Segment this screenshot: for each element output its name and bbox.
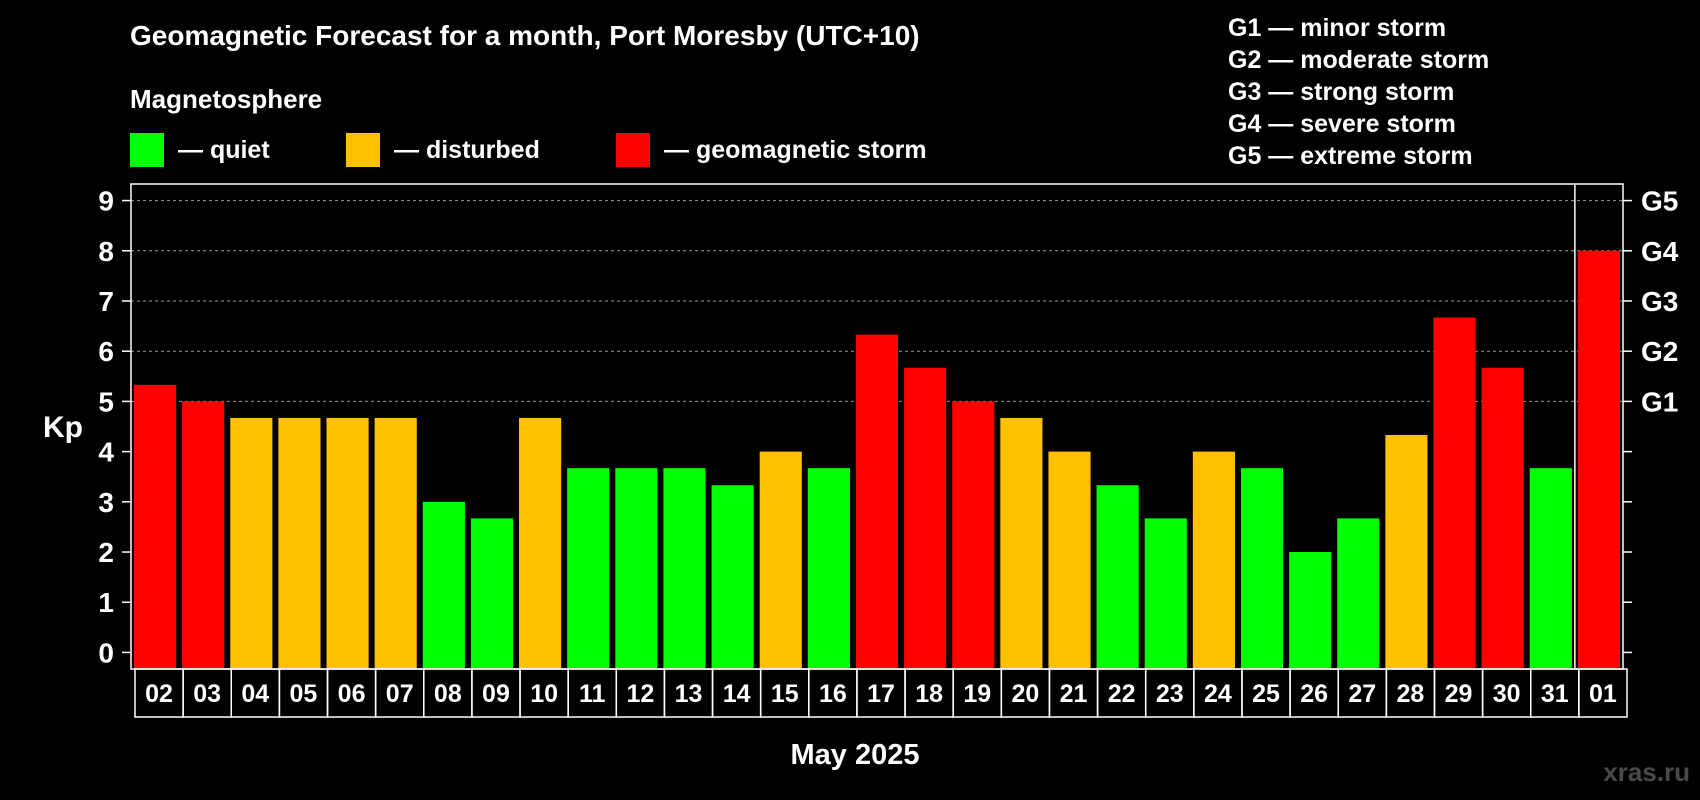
bar-02 — [134, 384, 177, 669]
g-scale-list: G1 — minor storm G2 — moderate storm G3 … — [1228, 12, 1489, 172]
g-axis-label-G3: G3 — [1641, 286, 1678, 317]
chart-title: Geomagnetic Forecast for a month, Port M… — [130, 20, 920, 51]
x-tick-label-26: 26 — [1300, 680, 1328, 708]
x-axis-title: May 2025 — [791, 739, 920, 771]
x-tick-label-20: 20 — [1011, 680, 1039, 708]
bar-31 — [1529, 468, 1572, 669]
legend-label-storm: — geomagnetic storm — [664, 135, 927, 164]
x-tick-label-13: 13 — [675, 680, 703, 708]
g-scale-item-g3: G3 — strong storm — [1228, 78, 1455, 106]
legend-swatch-disturbed — [346, 133, 380, 167]
bar-04 — [230, 417, 273, 669]
x-tick-label-23: 23 — [1156, 680, 1184, 708]
x-tick-label-29: 29 — [1445, 680, 1473, 708]
x-tick-label-30: 30 — [1493, 680, 1521, 708]
x-tick-label-09: 09 — [482, 680, 510, 708]
x-tick-label-24: 24 — [1204, 680, 1232, 708]
x-category-box-01 — [1578, 668, 1628, 718]
x-tick-label-18: 18 — [915, 680, 943, 708]
x-tick-label-21: 21 — [1060, 680, 1088, 708]
g-scale-item-g4: G4 — severe storm — [1228, 110, 1456, 138]
legend-swatch-storm — [616, 133, 650, 167]
legend-swatch-quiet — [130, 133, 164, 167]
y-tick-label-6: 6 — [98, 336, 114, 367]
x-tick-label-31: 31 — [1541, 680, 1569, 708]
g-scale-item-g2: G2 — moderate storm — [1228, 46, 1490, 74]
g-axis-label-G5: G5 — [1641, 186, 1678, 217]
y-tick-label-1: 1 — [98, 587, 114, 618]
bar-08 — [422, 501, 465, 669]
x-tick-label-08: 08 — [434, 680, 462, 708]
bar-22 — [1096, 485, 1139, 669]
x-tick-label-04: 04 — [241, 680, 269, 708]
bar-14 — [711, 485, 754, 669]
x-tick-label-11: 11 — [579, 680, 606, 708]
bar-28 — [1385, 435, 1428, 669]
bar-06 — [326, 417, 369, 669]
x-tick-label-14: 14 — [723, 680, 751, 708]
bar-10 — [519, 417, 562, 669]
x-tick-label-25: 25 — [1252, 680, 1280, 708]
g-axis-label-G2: G2 — [1641, 336, 1678, 367]
bar-21 — [1048, 451, 1091, 669]
y-tick-label-2: 2 — [98, 537, 114, 568]
bar-05 — [278, 417, 321, 669]
x-tick-label-16: 16 — [819, 680, 847, 708]
y-tick-label-8: 8 — [98, 236, 114, 267]
bar-20 — [1000, 417, 1043, 669]
x-tick-label-03: 03 — [193, 680, 221, 708]
y-tick-label-3: 3 — [98, 487, 114, 518]
legend-label-disturbed: — disturbed — [394, 135, 540, 164]
bar-01 — [1577, 250, 1620, 669]
bar-24 — [1192, 451, 1235, 669]
bar-23 — [1144, 518, 1187, 669]
y-tick-label-0: 0 — [98, 637, 114, 668]
bar-07 — [374, 417, 417, 669]
x-tick-label-05: 05 — [290, 680, 318, 708]
bar-19 — [952, 401, 995, 669]
x-tick-label-15: 15 — [771, 680, 799, 708]
g-scale-item-g5: G5 — extreme storm — [1228, 142, 1473, 170]
x-tick-label-12: 12 — [626, 680, 654, 708]
x-tick-label-27: 27 — [1348, 680, 1376, 708]
x-tick-label-17: 17 — [867, 680, 895, 708]
x-tick-label-28: 28 — [1397, 680, 1425, 708]
legend-quiet: — quiet — [130, 133, 270, 167]
legend-label-quiet: — quiet — [178, 135, 270, 164]
bar-12 — [615, 468, 658, 669]
bar-27 — [1337, 518, 1380, 669]
x-tick-label-19: 19 — [963, 680, 991, 708]
y-tick-label-7: 7 — [98, 286, 114, 317]
chart-subtitle: Magnetosphere — [130, 84, 323, 114]
x-tick-label-01: 01 — [1589, 680, 1617, 708]
bar-13 — [663, 468, 706, 669]
bar-15 — [759, 451, 802, 669]
legend-storm: — geomagnetic storm — [616, 133, 927, 167]
g-axis-label-G4: G4 — [1641, 236, 1679, 267]
x-tick-label-07: 07 — [386, 680, 414, 708]
x-tick-label-22: 22 — [1108, 680, 1136, 708]
bar-16 — [807, 468, 850, 669]
y-tick-label-4: 4 — [98, 437, 114, 468]
bar-18 — [904, 367, 947, 669]
legend-disturbed: — disturbed — [346, 133, 540, 167]
g-axis-label-G1: G1 — [1641, 386, 1678, 417]
x-tick-label-06: 06 — [338, 680, 366, 708]
bar-30 — [1481, 367, 1524, 669]
bar-26 — [1289, 552, 1332, 669]
bar-09 — [470, 518, 514, 669]
y-tick-label-5: 5 — [98, 386, 114, 417]
x-tick-label-02: 02 — [145, 680, 173, 708]
y-tick-label-9: 9 — [98, 186, 114, 217]
bar-03 — [182, 401, 225, 669]
y-axis-title: Kp — [43, 411, 83, 444]
bar-11 — [567, 468, 610, 669]
watermark: xras.ru — [1603, 757, 1690, 787]
bar-25 — [1240, 468, 1284, 669]
x-tick-label-10: 10 — [530, 680, 558, 708]
g-scale-item-g1: G1 — minor storm — [1228, 14, 1447, 42]
bar-17 — [855, 334, 899, 669]
bar-29 — [1433, 317, 1476, 669]
